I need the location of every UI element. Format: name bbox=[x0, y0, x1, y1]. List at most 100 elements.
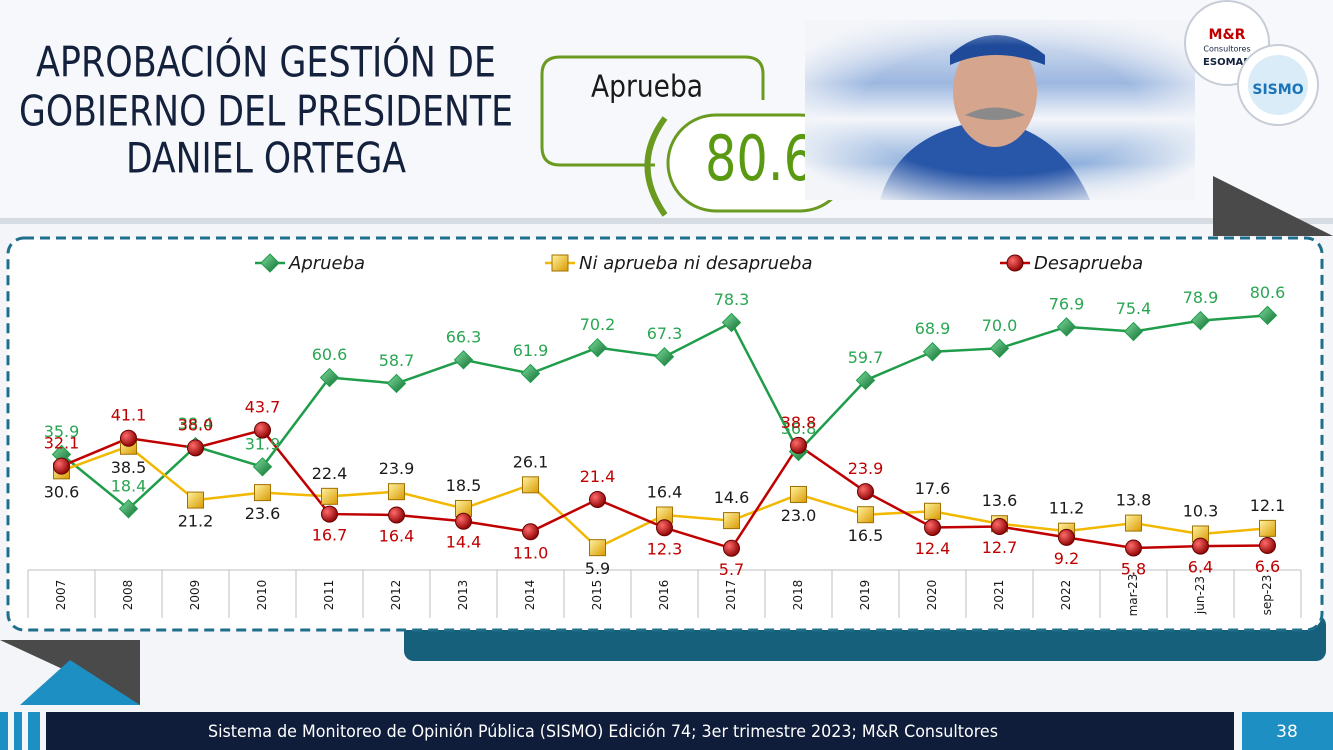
data-label: 16.5 bbox=[848, 526, 884, 545]
data-label: 68.9 bbox=[915, 319, 951, 338]
marker-circle bbox=[589, 490, 606, 508]
marker-diamond bbox=[587, 337, 608, 358]
data-label: 6.6 bbox=[1255, 557, 1280, 576]
marker-circle bbox=[790, 436, 807, 454]
data-label: 13.6 bbox=[982, 491, 1018, 510]
x-tick-label: 2021 bbox=[992, 580, 1006, 611]
marker-circle bbox=[254, 421, 271, 439]
data-label: 41.1 bbox=[111, 406, 147, 425]
marker-square bbox=[522, 476, 539, 494]
data-label: 23.9 bbox=[848, 459, 884, 478]
data-label: 12.4 bbox=[915, 539, 951, 558]
marker-diamond bbox=[1257, 305, 1278, 326]
marker-square bbox=[723, 512, 740, 530]
data-label: 16.4 bbox=[647, 483, 683, 502]
marker-circle bbox=[1058, 528, 1075, 546]
highlight-label: Aprueba bbox=[591, 70, 703, 105]
data-label: 23.6 bbox=[245, 504, 281, 523]
marker-square bbox=[388, 483, 405, 501]
data-label: 17.6 bbox=[915, 479, 951, 498]
x-tick-label: 2007 bbox=[54, 580, 68, 611]
legend-label: Aprueba bbox=[288, 253, 365, 274]
header-shadow bbox=[0, 218, 1333, 224]
data-label: 75.4 bbox=[1116, 299, 1152, 318]
marker-square bbox=[551, 254, 569, 272]
x-tick-label: mar-23 bbox=[1126, 574, 1140, 617]
x-tick-label: jun-23 bbox=[1193, 576, 1207, 615]
data-label: 76.9 bbox=[1049, 294, 1085, 313]
marker-circle bbox=[321, 505, 338, 523]
data-label: 12.3 bbox=[647, 539, 683, 558]
marker-diamond bbox=[453, 350, 474, 370]
x-tick-label: 2008 bbox=[121, 580, 135, 611]
data-label: 12.7 bbox=[982, 538, 1018, 557]
data-label: 11.2 bbox=[1049, 499, 1085, 518]
data-label: 26.1 bbox=[513, 452, 549, 471]
footer-stripe bbox=[0, 712, 8, 750]
data-label: 38.0 bbox=[178, 415, 214, 434]
x-tick-label: 2017 bbox=[724, 580, 738, 611]
marker-circle bbox=[1006, 254, 1024, 272]
highlight-frame bbox=[540, 55, 765, 167]
data-label: 5.7 bbox=[719, 560, 744, 579]
data-label: 18.4 bbox=[111, 476, 147, 495]
data-label: 21.4 bbox=[580, 467, 616, 486]
title-line: APROBACIÓN GESTIÓN DE bbox=[36, 37, 496, 87]
marker-circle bbox=[1125, 539, 1142, 557]
logo: M&R Consultores ESOMAR SISMO bbox=[1184, 0, 1319, 126]
x-tick-label: 2014 bbox=[523, 580, 537, 611]
marker-circle bbox=[388, 506, 405, 524]
marker-square bbox=[1259, 519, 1276, 537]
marker-diamond bbox=[855, 370, 876, 391]
data-label: 14.6 bbox=[714, 488, 750, 507]
marker-diamond bbox=[386, 373, 407, 394]
photo bbox=[805, 20, 1195, 200]
data-label: 43.7 bbox=[245, 398, 281, 417]
footer-stripe bbox=[14, 712, 22, 750]
marker-circle bbox=[656, 519, 673, 537]
marker-diamond bbox=[252, 457, 273, 477]
marker-square bbox=[589, 539, 606, 557]
x-tick-label: 2019 bbox=[858, 580, 872, 611]
data-label: 23.9 bbox=[379, 459, 415, 478]
marker-diamond bbox=[654, 347, 675, 367]
page-number: 38 bbox=[1276, 722, 1298, 742]
x-tick-label: 2010 bbox=[255, 580, 269, 611]
data-label: 59.7 bbox=[848, 348, 884, 367]
data-label: 5.8 bbox=[1121, 559, 1146, 578]
logo-text: SISMO bbox=[1252, 82, 1303, 98]
page-number-box bbox=[1242, 712, 1333, 750]
data-label: 36.8 bbox=[781, 419, 817, 438]
legend-label: Ni aprueba ni desaprueba bbox=[579, 253, 813, 274]
data-label: 12.1 bbox=[1250, 496, 1286, 515]
marker-circle bbox=[857, 483, 874, 501]
highlight-arc bbox=[644, 116, 668, 217]
x-tick-label: 2009 bbox=[188, 580, 202, 611]
marker-square bbox=[790, 485, 807, 503]
data-label: 78.3 bbox=[714, 290, 750, 309]
marker-square bbox=[1125, 514, 1142, 532]
logo-text: Consultores bbox=[1203, 45, 1250, 54]
data-label: 13.8 bbox=[1116, 491, 1152, 510]
data-label: 16.7 bbox=[312, 526, 348, 545]
footer-stripe bbox=[28, 712, 40, 750]
marker-circle bbox=[187, 439, 204, 457]
data-label: 58.7 bbox=[379, 351, 415, 370]
marker-square bbox=[321, 487, 338, 505]
marker-circle bbox=[723, 539, 740, 557]
marker-diamond bbox=[520, 363, 541, 384]
data-label: 16.4 bbox=[379, 527, 415, 546]
data-label: 18.5 bbox=[446, 476, 482, 495]
corner-deco bbox=[20, 660, 140, 705]
data-label: 21.2 bbox=[178, 512, 214, 531]
x-tick-label: 2011 bbox=[322, 580, 336, 611]
marker-circle bbox=[991, 518, 1008, 536]
marker-circle bbox=[1259, 536, 1276, 554]
marker-diamond bbox=[319, 367, 340, 388]
data-label: 66.3 bbox=[446, 327, 482, 346]
data-label: 23.0 bbox=[781, 506, 817, 525]
x-tick-label: 2013 bbox=[456, 580, 470, 611]
data-label: 22.4 bbox=[312, 464, 348, 483]
